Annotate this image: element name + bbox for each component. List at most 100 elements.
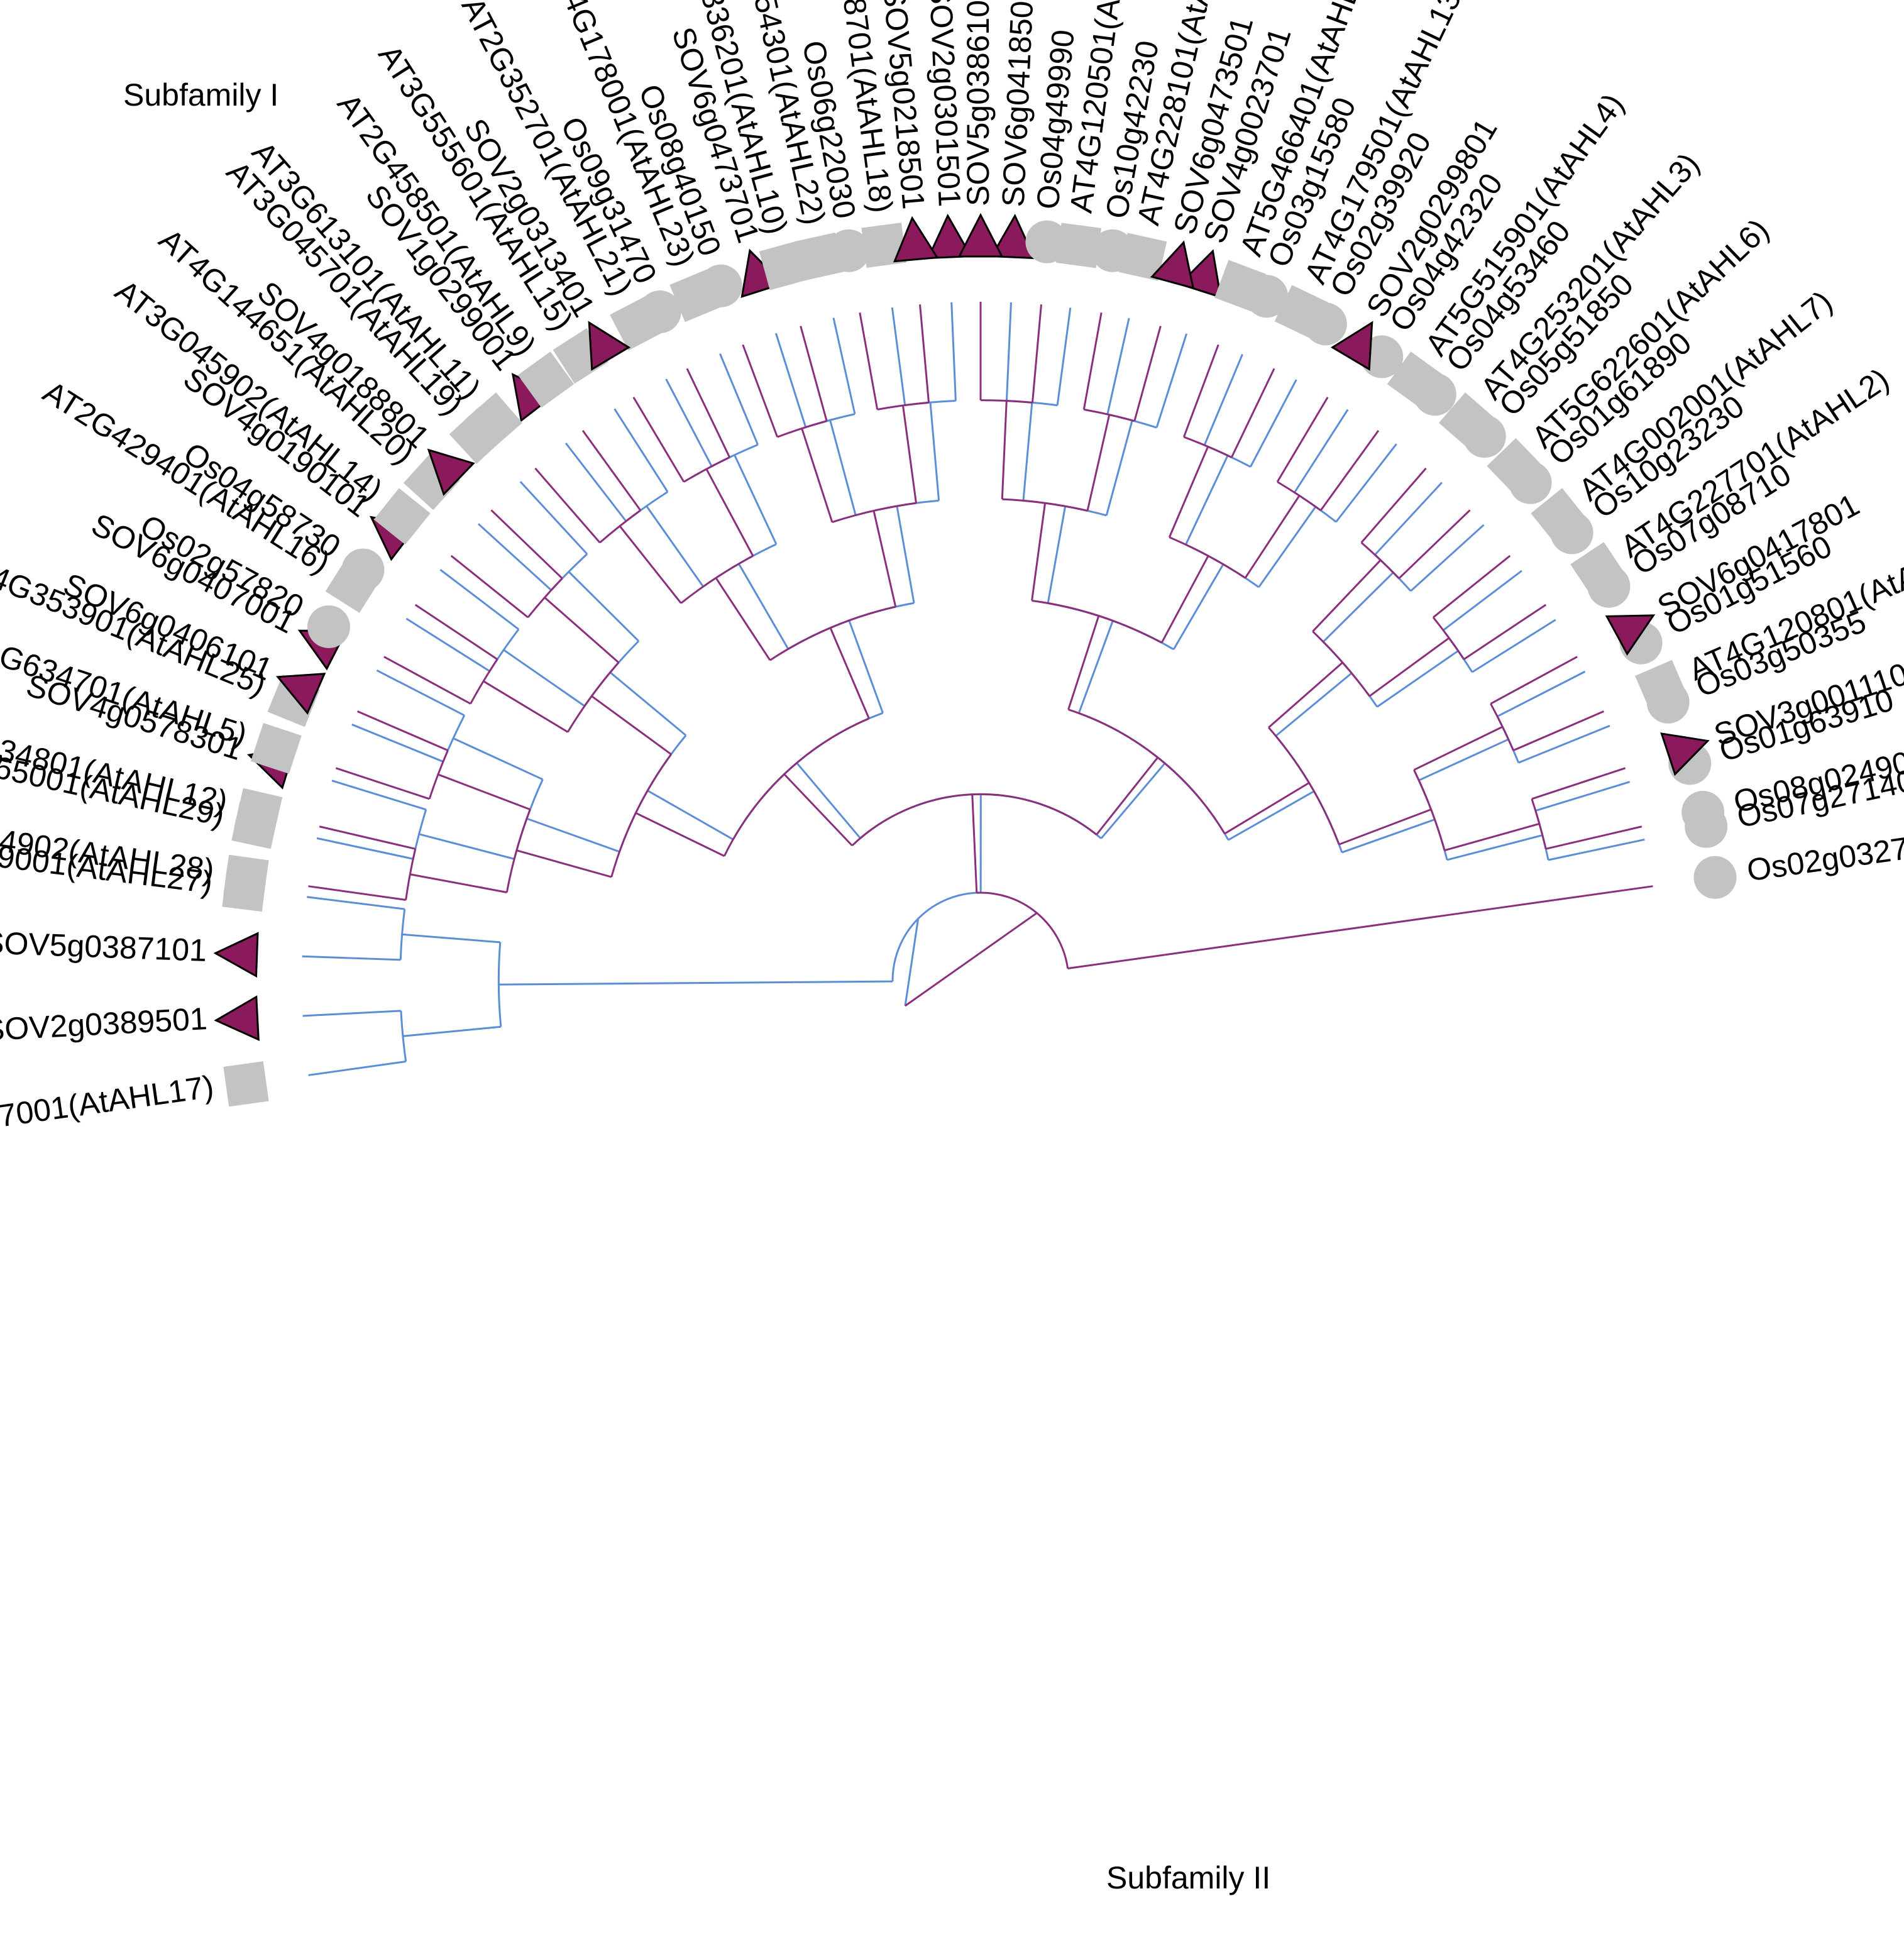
- subfamily-1-leaf-label: SOV5g0387101: [0, 925, 207, 968]
- subfamily-2-branch-arc-38: [1360, 542, 1400, 580]
- subfamily-2-branch-13: [581, 429, 642, 511]
- subfamily-1-branch-75: [453, 737, 544, 781]
- subfamily-2-leaf-marker-square: [1487, 438, 1544, 495]
- subfamily-1-branch-49: [302, 955, 401, 961]
- subfamily-1-branch-18: [1155, 333, 1188, 428]
- subfamily-2-leaf-marker-square: [1635, 659, 1688, 713]
- subfamily-2-branch-42: [1490, 656, 1578, 705]
- subfamily-2-leaf-marker-circle: [699, 264, 742, 307]
- subfamily-2-leaf-marker-triangle: [1330, 321, 1373, 371]
- subfamily-2-branch-58: [801, 428, 834, 523]
- subfamily-2-branch-68: [1368, 637, 1450, 697]
- subfamily-1-branch-42: [376, 670, 465, 717]
- subfamily-1-branch-13: [1294, 409, 1349, 493]
- subfamily-2-leaf-marker-circle: [307, 605, 350, 648]
- subfamily-2-branch-86: [1360, 912, 1458, 929]
- subfamily-2-branch-arc-23: [877, 401, 929, 411]
- subfamily-2-branch-95: [1096, 756, 1158, 835]
- subfamily-2-branch-83: [1268, 661, 1343, 729]
- subfamily-1-branch-30: [719, 353, 759, 445]
- subfamily-2-branch-arc-2: [405, 848, 417, 900]
- subfamily-2-leaf-marker-circle: [1091, 229, 1134, 272]
- subfamily-2-branch-arc-32: [1183, 436, 1232, 458]
- subfamily-1-branch-36: [519, 481, 588, 555]
- subfamily-2-leaf-marker-square: [223, 854, 269, 900]
- subfamily-2-branch-39: [1433, 554, 1511, 619]
- subfamily-2-branch-55: [619, 525, 682, 604]
- subfamily-1-branch-43: [351, 724, 444, 763]
- subfamily-2-leaf-marker-triangle: [588, 321, 631, 371]
- subfamily-2-branch-91: [1224, 781, 1310, 835]
- subfamily-2-branch-73: [1457, 899, 1556, 915]
- subfamily-2-branch-37: [1398, 509, 1471, 580]
- subfamily-2-branch-74: [516, 849, 612, 878]
- subfamily-2-branch-53: [544, 597, 620, 663]
- subfamily-1-branch-55: [1418, 738, 1509, 781]
- subfamily-1-branch-85: [1047, 505, 1067, 604]
- subfamily-2-branch-56: [705, 468, 754, 556]
- subfamily-2-branch-arc-100: [976, 891, 1069, 969]
- subfamily-2-branch-7: [414, 604, 498, 660]
- root-branch-1: [904, 918, 920, 1006]
- subfamily-1-branch-70: [646, 505, 704, 587]
- subfamily-1-branch-16: [1203, 353, 1243, 446]
- subfamily-1-branch-102: [796, 762, 861, 839]
- subfamily-1-leaf-marker-triangle: [214, 995, 260, 1042]
- subfamily-2-branch-4: [357, 710, 449, 752]
- subfamily-1-branch-12: [1335, 443, 1397, 523]
- subfamily-2-branch-22: [919, 304, 930, 403]
- subfamily-2-branch-40: [1463, 604, 1547, 660]
- subfamily-2-leaf-marker-square: [250, 723, 302, 774]
- subfamily-2-branch-61: [1001, 400, 1008, 500]
- subfamily-1-branch-21: [1056, 307, 1072, 405]
- subfamily-2-leaf-label: SOV5g0386101: [960, 0, 996, 206]
- subfamily-2-branch-arc-66: [1169, 536, 1246, 579]
- subfamily-2-branch-78: [872, 510, 897, 607]
- subfamily-2-branch-30: [1182, 344, 1219, 438]
- subfamily-1-branch-73: [503, 649, 585, 707]
- subfamily-2-leaf-marker-square: [373, 488, 431, 545]
- subfamily-2-label: Subfamily II: [1106, 1860, 1270, 1895]
- subfamily-2-branch-arc-57: [680, 554, 754, 604]
- subfamily-2-leaf-marker-square: [517, 351, 575, 408]
- subfamily-1-branch-arc-107: [891, 891, 981, 982]
- subfamily-1-leaf-marker-square: [1056, 223, 1102, 268]
- subfamily-2-branch-77: [715, 577, 771, 661]
- subfamily-1-branch-48: [307, 896, 405, 910]
- subfamily-1-branch-9: [1410, 524, 1485, 592]
- subfamily-2-leaf-label: Os02g03270: [1745, 828, 1904, 888]
- subfamily-2-branch-67: [1312, 559, 1382, 632]
- subfamily-2-branch-71: [1444, 822, 1540, 852]
- subfamily-2-branch-84: [1338, 808, 1432, 846]
- subfamily-2-branch-arc-29: [1084, 408, 1135, 422]
- subfamily-1-branch-98: [647, 790, 734, 841]
- subfamily-1-branch-67: [829, 419, 857, 515]
- subfamily-1-branch-63: [1105, 420, 1133, 516]
- subfamily-2-leaf-marker-square: [1387, 351, 1444, 408]
- subfamily-2-branch-62: [1086, 414, 1111, 511]
- subfamily-2-branch-19: [800, 326, 828, 422]
- subfamily-2-branch-34: [1319, 429, 1380, 511]
- subfamily-2-branch-arc-51: [505, 809, 531, 893]
- subfamily-1-branch-90: [609, 671, 687, 736]
- subfamily-2-leaf-marker-triangle: [893, 216, 939, 263]
- subfamily-2-leaf-marker-circle: [1681, 791, 1725, 834]
- subfamily-2-leaf-marker-square: [465, 392, 522, 449]
- subfamily-1-branch-39: [439, 568, 520, 631]
- subfamily-1-branch-57: [1377, 650, 1459, 708]
- subfamily-1-branch-31: [665, 378, 713, 467]
- subfamily-1-leaf-label: SOV2g0389501: [0, 1001, 208, 1047]
- subfamily-2-leaf-marker-triangle: [1605, 614, 1656, 656]
- subfamily-1-branch-106: [794, 980, 893, 983]
- subfamily-2-leaf-marker-triangle: [427, 448, 475, 496]
- subfamily-1-branch-78: [402, 933, 500, 944]
- subfamily-1-label: Subfamily I: [123, 77, 278, 113]
- subfamily-2-branch-arc-63: [1002, 498, 1088, 512]
- tree-branches: [302, 302, 1653, 1076]
- subfamily-2-branch-arc-96: [851, 793, 1098, 847]
- subfamily-2-branch-33: [1276, 397, 1329, 483]
- subfamily-1-branch-60: [1258, 506, 1317, 588]
- subfamily-1-branch-27: [832, 317, 856, 414]
- subfamily-1-branch-95: [1077, 620, 1114, 714]
- subfamily-2-branch-16: [686, 368, 731, 458]
